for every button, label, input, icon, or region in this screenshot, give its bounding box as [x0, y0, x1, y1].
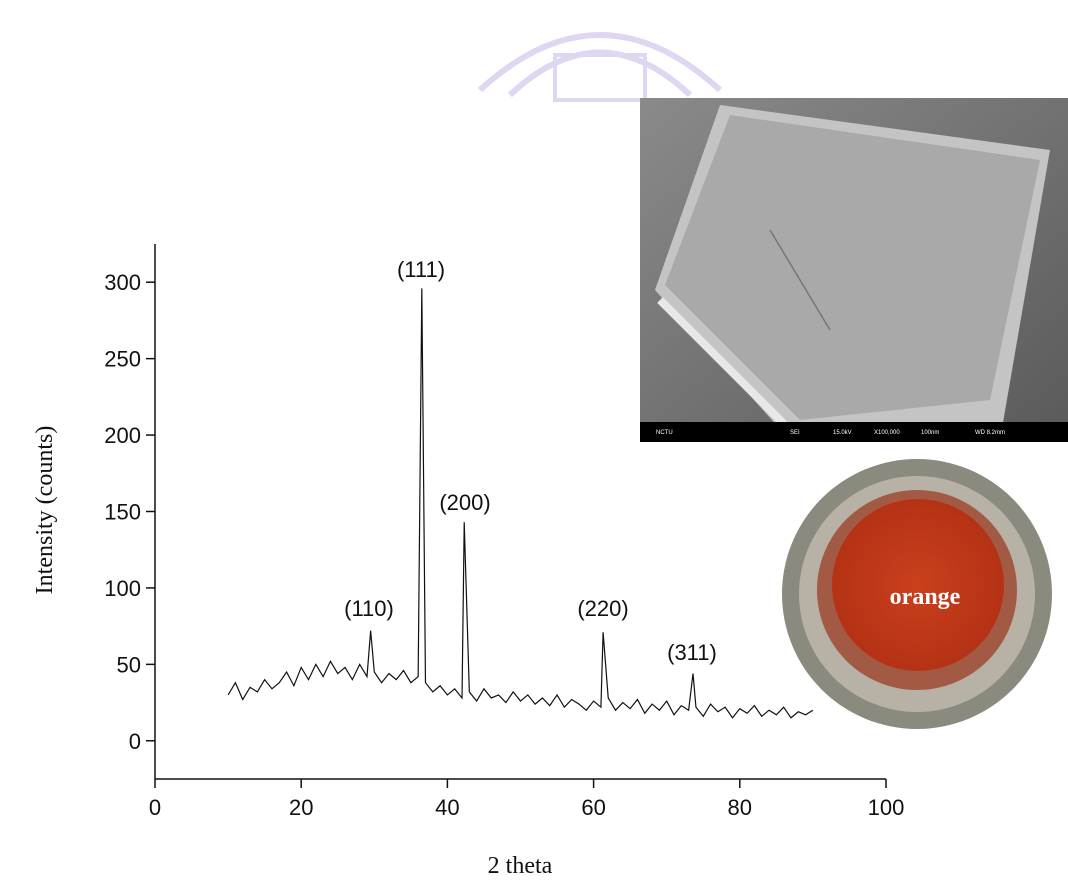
peak-label: (111) — [397, 257, 445, 282]
y-tick-label: 250 — [104, 347, 141, 372]
y-axis-title: Intensity (counts) — [32, 426, 58, 595]
y-tick-label: 200 — [104, 423, 141, 448]
watermark — [480, 35, 720, 100]
y-tick-label: 50 — [117, 652, 141, 677]
y-tick-label: 0 — [129, 729, 141, 754]
y-tick-label: 150 — [104, 500, 141, 525]
peak-label: (200) — [439, 490, 490, 515]
sem-bar-text: NCTU — [656, 430, 673, 436]
x-axis-title: 2 theta — [488, 853, 553, 879]
sem-bar-text: 100nm — [921, 430, 939, 436]
x-tick-label: 80 — [728, 795, 752, 820]
peak-label: (220) — [577, 596, 628, 621]
x-tick-label: 60 — [581, 795, 605, 820]
x-tick-label: 20 — [289, 795, 313, 820]
sem-bar-text: SEI — [790, 430, 800, 436]
y-tick-label: 300 — [104, 270, 141, 295]
chart: orange 2 theta Intensity (counts) 0 50 100… — [0, 0, 1068, 889]
peak-label: (110) — [344, 596, 394, 621]
vial-photo: orange — [782, 459, 1052, 729]
sem-bar-text: WD 8.2mm — [975, 430, 1005, 436]
y-tick-label: 100 — [104, 576, 141, 601]
x-tick-label: 0 — [149, 795, 161, 820]
x-tick-label: 40 — [435, 795, 459, 820]
x-tick-label: 100 — [868, 795, 905, 820]
photo-label: orange — [890, 584, 961, 610]
sem-image — [640, 98, 1068, 442]
peak-label: (311) — [667, 640, 717, 665]
sem-bar-text: X100,000 — [874, 430, 900, 436]
sem-bar-text: 15.0kV — [833, 430, 852, 436]
